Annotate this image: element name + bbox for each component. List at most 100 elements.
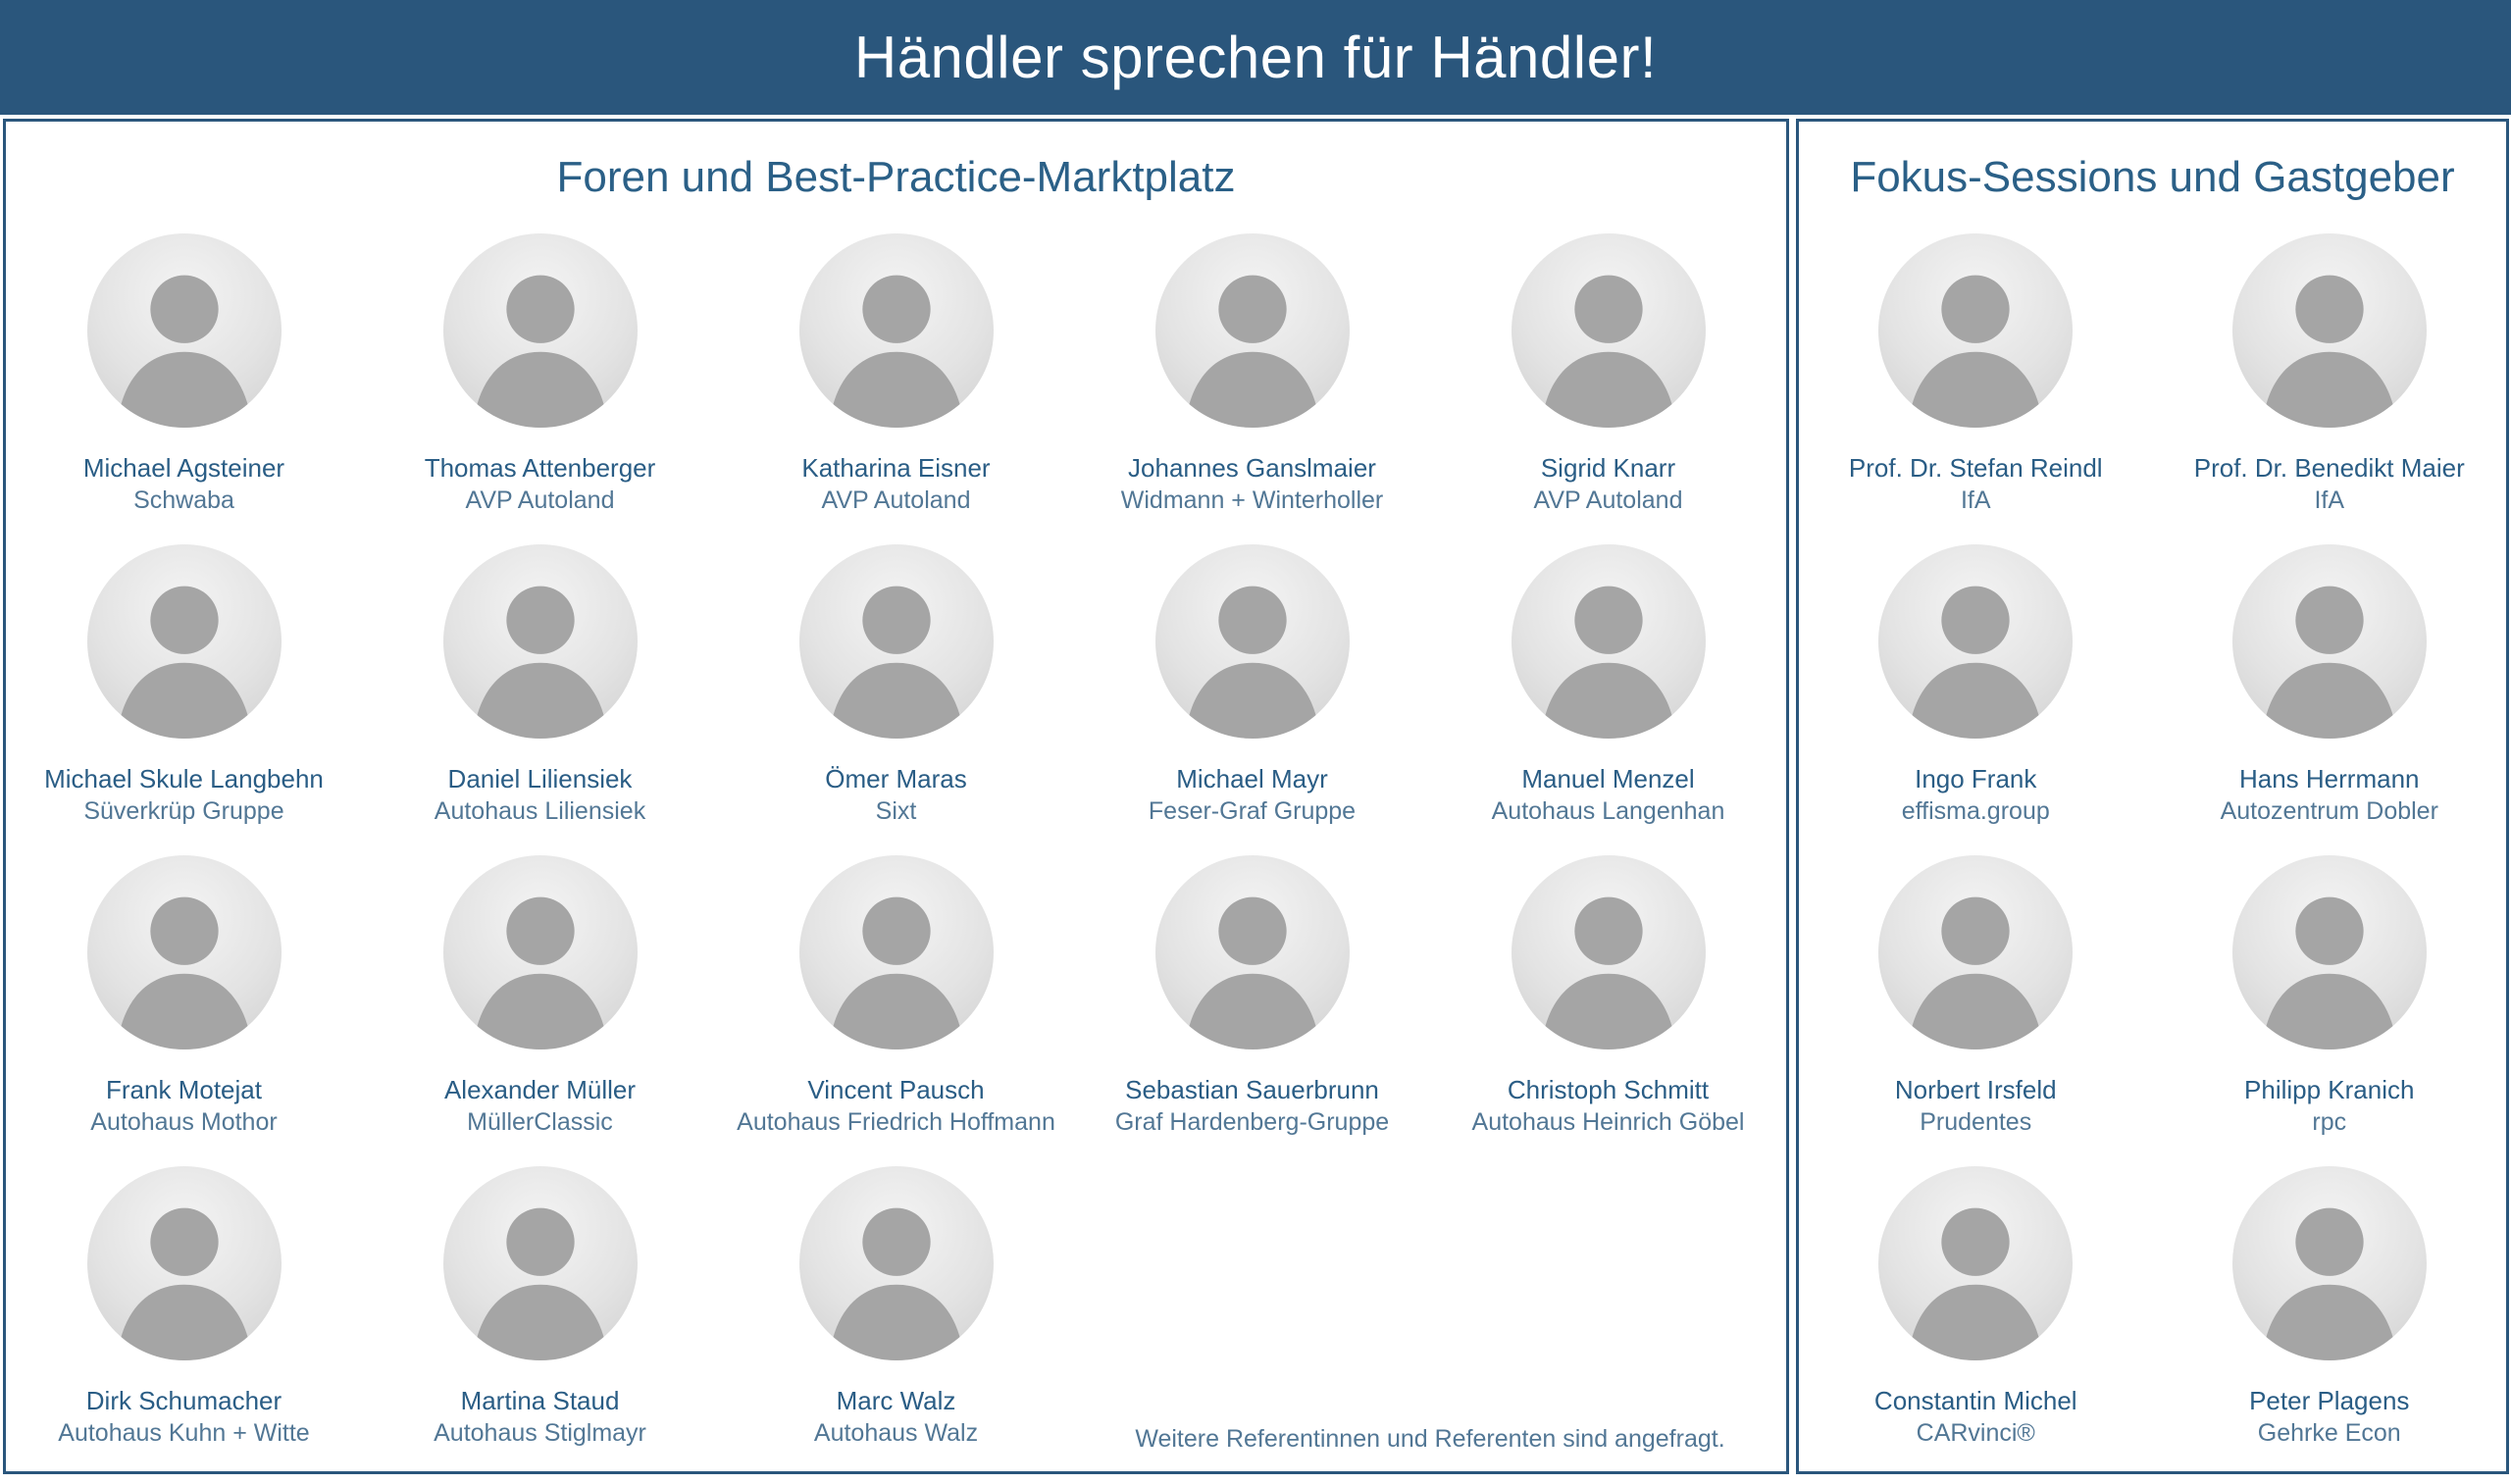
speaker-company: AVP Autoland <box>1533 486 1683 514</box>
speaker-company: Autohaus Kuhn + Witte <box>58 1419 310 1447</box>
speaker-company: Autohaus Walz <box>813 1419 979 1447</box>
portrait-photo <box>2231 233 2427 428</box>
speaker-card: Christoph Schmitt Autohaus Heinrich Göbe… <box>1430 855 1786 1166</box>
portrait-photo <box>1878 233 2074 428</box>
person-silhouette-icon <box>116 586 252 739</box>
speaker-caption: Sebastian Sauerbrunn Graf Hardenberg-Gru… <box>1115 1049 1389 1139</box>
speaker-caption: Philipp Kranich rpc <box>2244 1049 2414 1139</box>
person-silhouette-icon <box>1908 586 2044 739</box>
person-silhouette-icon <box>116 275 252 428</box>
person-silhouette-icon <box>828 275 964 428</box>
speaker-grid-foren: Michael Agsteiner Schwaba Thomas Attenbe… <box>6 233 1786 1477</box>
speaker-caption: Ömer Maras Sixt <box>825 739 966 828</box>
speaker-card: Katharina Eisner AVP Autoland <box>718 233 1074 544</box>
portrait-photo <box>442 1166 638 1360</box>
speaker-card: Constantin Michel CARvinci® <box>1799 1166 2153 1477</box>
speaker-card: Hans Herrmann Autozentrum Dobler <box>2153 544 2507 855</box>
speaker-card: Vincent Pausch Autohaus Friedrich Hoffma… <box>718 855 1074 1166</box>
portrait-photo <box>442 544 638 739</box>
speaker-name: Vincent Pausch <box>807 1075 985 1104</box>
person-silhouette-icon <box>116 1207 252 1360</box>
speaker-card: Frank Motejat Autohaus Mothor <box>6 855 362 1166</box>
speaker-card: Sigrid Knarr AVP Autoland <box>1430 233 1786 544</box>
person-silhouette-icon <box>472 896 608 1049</box>
person-silhouette-icon <box>116 896 252 1049</box>
portrait-photo <box>86 855 282 1049</box>
speaker-name: Sigrid Knarr <box>1540 453 1676 483</box>
portrait-photo <box>1511 855 1706 1049</box>
speaker-name: Martina Staud <box>460 1386 620 1415</box>
speaker-name: Thomas Attenberger <box>424 453 656 483</box>
person-silhouette-icon <box>828 586 964 739</box>
person-silhouette-icon <box>1184 896 1320 1049</box>
speaker-card: Martina Staud Autohaus Stiglmayr <box>362 1166 718 1477</box>
speaker-card: Michael Mayr Feser-Graf Gruppe <box>1074 544 1430 855</box>
page-title: Händler sprechen für Händler! <box>853 25 1658 90</box>
speaker-name: Dirk Schumacher <box>85 1386 282 1415</box>
speaker-name: Michael Mayr <box>1176 764 1328 793</box>
speaker-company: AVP Autoland <box>821 486 971 514</box>
person-silhouette-icon <box>828 1207 964 1360</box>
speaker-company: Autozentrum Dobler <box>2220 797 2438 825</box>
person-silhouette-icon <box>1908 896 2044 1049</box>
portrait-photo <box>1154 544 1350 739</box>
speaker-company: MüllerClassic <box>467 1108 613 1136</box>
person-silhouette-icon <box>1540 275 1676 428</box>
portrait-photo <box>1878 544 2074 739</box>
speaker-company: Sixt <box>875 797 917 825</box>
speaker-name: Norbert Irsfeld <box>1894 1075 2057 1104</box>
speaker-name: Hans Herrmann <box>2238 764 2420 793</box>
speaker-company: Widmann + Winterholler <box>1120 486 1384 514</box>
portrait-photo <box>798 544 994 739</box>
speaker-company: Gehrke Econ <box>2257 1419 2401 1447</box>
speaker-name: Constantin Michel <box>1873 1386 2077 1415</box>
speaker-caption: Michael Skule Langbehn Süverkrüp Gruppe <box>44 739 324 828</box>
speaker-caption: Michael Agsteiner Schwaba <box>83 428 284 517</box>
person-silhouette-icon <box>472 586 608 739</box>
speaker-card: Norbert Irsfeld Prudentes <box>1799 855 2153 1166</box>
speaker-company: Autohaus Friedrich Hoffmann <box>737 1108 1055 1136</box>
speaker-caption: Frank Motejat Autohaus Mothor <box>90 1049 277 1139</box>
speaker-card: Ingo Frank effisma.group <box>1799 544 2153 855</box>
speaker-caption: Michael Mayr Feser-Graf Gruppe <box>1149 739 1356 828</box>
panel-foren-marktplatz: Foren und Best-Practice-Marktplatz Micha… <box>3 119 1789 1474</box>
speaker-name: Marc Walz <box>836 1386 956 1415</box>
portrait-photo <box>86 544 282 739</box>
speaker-name: Prof. Dr. Stefan Reindl <box>1848 453 2103 483</box>
portrait-photo <box>798 855 994 1049</box>
person-silhouette-icon <box>472 275 608 428</box>
speaker-company: IfA <box>2314 486 2345 514</box>
speaker-name: Philipp Kranich <box>2244 1075 2415 1104</box>
speaker-name: Michael Agsteiner <box>82 453 285 483</box>
speaker-company: AVP Autoland <box>465 486 615 514</box>
speaker-card: Manuel Menzel Autohaus Langenhan <box>1430 544 1786 855</box>
speaker-name: Christoph Schmitt <box>1507 1075 1710 1104</box>
speaker-company: effisma.group <box>1901 797 2050 825</box>
speaker-caption: Daniel Liliensiek Autohaus Liliensiek <box>435 739 645 828</box>
speaker-company: Autohaus Mothor <box>90 1108 278 1136</box>
speaker-caption: Sigrid Knarr AVP Autoland <box>1534 428 1683 517</box>
speaker-company: Prudentes <box>1920 1108 2032 1136</box>
speaker-caption: Dirk Schumacher Autohaus Kuhn + Witte <box>58 1360 309 1450</box>
portrait-photo <box>442 233 638 428</box>
speaker-card: Michael Agsteiner Schwaba <box>6 233 362 544</box>
speaker-caption: Alexander Müller MüllerClassic <box>444 1049 636 1139</box>
person-silhouette-icon <box>828 896 964 1049</box>
person-silhouette-icon <box>1184 586 1320 739</box>
speaker-company: Feser-Graf Gruppe <box>1148 797 1357 825</box>
speaker-card: Ömer Maras Sixt <box>718 544 1074 855</box>
person-silhouette-icon <box>2261 1207 2397 1360</box>
speaker-card: Thomas Attenberger AVP Autoland <box>362 233 718 544</box>
speaker-card: Marc Walz Autohaus Walz <box>718 1166 1074 1477</box>
person-silhouette-icon <box>472 1207 608 1360</box>
speaker-company: Autohaus Heinrich Göbel <box>1471 1108 1745 1136</box>
speaker-company: Schwaba <box>133 486 234 514</box>
speaker-caption: Peter Plagens Gehrke Econ <box>2249 1360 2409 1450</box>
speaker-caption: Norbert Irsfeld Prudentes <box>1895 1049 2057 1139</box>
speaker-name: Prof. Dr. Benedikt Maier <box>2193 453 2465 483</box>
speaker-name: Ömer Maras <box>825 764 967 793</box>
portrait-photo <box>86 233 282 428</box>
speaker-caption: Vincent Pausch Autohaus Friedrich Hoffma… <box>737 1049 1055 1139</box>
speaker-name: Manuel Menzel <box>1521 764 1695 793</box>
